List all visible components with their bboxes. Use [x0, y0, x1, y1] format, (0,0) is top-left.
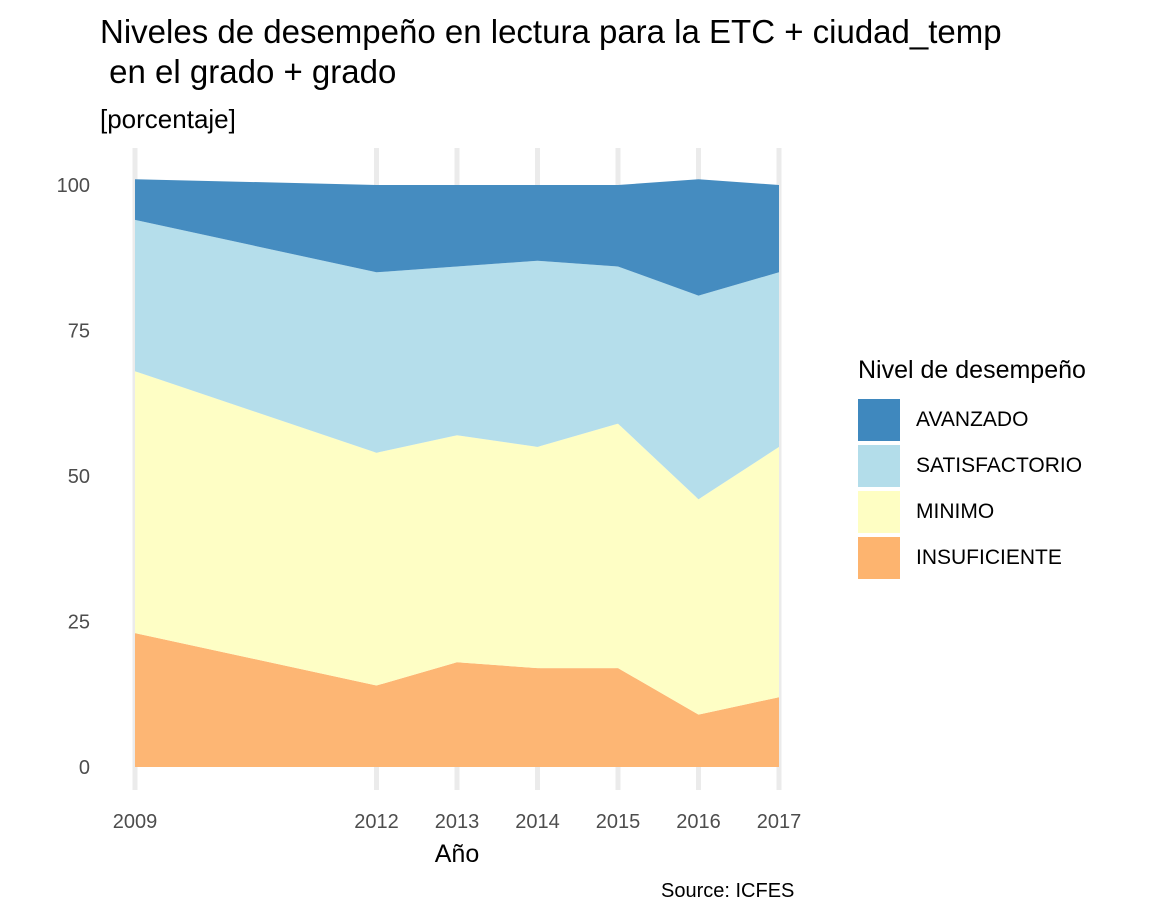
- y-tick-label-75: 75: [68, 321, 90, 343]
- x-tick-label-2012: 2012: [354, 811, 399, 833]
- x-tick-label-2013: 2013: [435, 811, 480, 833]
- legend: Nivel de desempeño AVANZADO SATISFACTORI…: [858, 356, 1086, 581]
- x-tick-label-2009: 2009: [113, 811, 158, 833]
- area-insuficiente: [135, 633, 779, 767]
- x-tick-label-2017: 2017: [757, 811, 802, 833]
- area-avanzado: [135, 179, 779, 296]
- chart-title-line2: en el grado + grado: [100, 53, 397, 90]
- chart-title: Niveles de desempeño en lectura para la …: [100, 12, 1002, 92]
- x-tick-label-2016: 2016: [676, 811, 721, 833]
- chart-title-line1: Niveles de desempeño en lectura para la …: [100, 13, 1002, 50]
- y-tick-label-0: 0: [79, 757, 90, 779]
- x-tick-label-2014: 2014: [515, 811, 560, 833]
- legend-item-insuficiente: INSUFICIENTE: [858, 535, 1086, 581]
- legend-swatch-avanzado: [858, 399, 900, 441]
- legend-label-minimo: MINIMO: [916, 500, 995, 523]
- chart-caption: Source: ICFES: [661, 880, 795, 902]
- legend-label-avanzado: AVANZADO: [916, 408, 1029, 431]
- area-satisfactorio: [135, 219, 779, 500]
- legend-swatch-minimo: [858, 491, 900, 533]
- y-tick-label-100: 100: [57, 175, 90, 197]
- y-tick-label-25: 25: [68, 612, 90, 634]
- legend-item-avanzado: AVANZADO: [858, 397, 1086, 443]
- y-tick-label-50: 50: [68, 466, 90, 488]
- legend-title: Nivel de desempeño: [858, 356, 1086, 384]
- x-axis-label: Año: [435, 840, 479, 868]
- area-minimo: [135, 371, 779, 715]
- legend-label-insuficiente: INSUFICIENTE: [916, 546, 1062, 569]
- legend-swatch-insuficiente: [858, 537, 900, 579]
- stacked-areas: [135, 179, 779, 767]
- legend-label-satisfactorio: SATISFACTORIO: [916, 454, 1083, 477]
- legend-swatch-satisfactorio: [858, 445, 900, 487]
- chart-subtitle: [porcentaje]: [100, 104, 236, 134]
- legend-item-minimo: MINIMO: [858, 489, 1086, 535]
- x-tick-label-2015: 2015: [596, 811, 641, 833]
- axes: 0 25 50 75 100 2009 2012 2013 2014 2015 2016 2017 Añ…: [57, 175, 802, 868]
- legend-item-satisfactorio: SATISFACTORIO: [858, 443, 1086, 489]
